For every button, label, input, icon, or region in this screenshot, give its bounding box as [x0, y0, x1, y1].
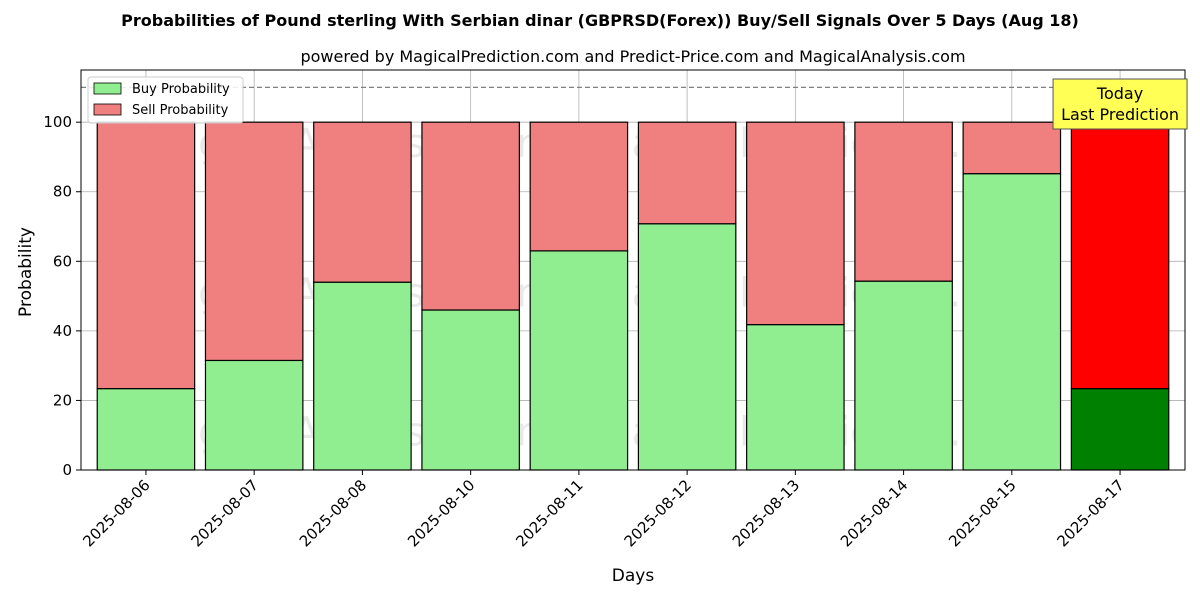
- sell-bar: [962, 121, 1062, 175]
- plot-frame: [80, 69, 1186, 471]
- legend-label: Buy Probability: [132, 82, 230, 97]
- x-tick-label: 2025-08-14: [837, 476, 911, 550]
- sell-bar: [204, 121, 304, 362]
- bar-layer: [81, 86, 1185, 471]
- sell-bar: [637, 121, 737, 225]
- y-tick-label: 80: [53, 183, 72, 201]
- sell-bar: [1070, 121, 1170, 390]
- y-tick-label: 60: [53, 252, 72, 270]
- buy-bar: [854, 280, 953, 471]
- sell-bar: [529, 121, 629, 252]
- x-tick-label: 2025-08-11: [512, 476, 586, 550]
- sell-bar: [96, 121, 196, 390]
- y-tick-label: 100: [43, 113, 72, 131]
- buy-bar: [204, 359, 304, 471]
- sell-bar: [854, 121, 953, 282]
- sell-bar: [746, 121, 845, 326]
- x-tick-label: 2025-08-13: [729, 476, 803, 550]
- legend: Buy Probability Sell Probability: [87, 76, 244, 124]
- buy-bar: [529, 250, 629, 471]
- legend-swatch: [93, 82, 122, 95]
- x-tick-label: 2025-08-12: [621, 476, 695, 550]
- annotation-box: [1052, 78, 1188, 130]
- legend-box: [87, 76, 244, 124]
- buy-bar: [313, 281, 412, 471]
- sell-bar: [313, 121, 412, 283]
- annotation-text: Last Prediction: [1061, 105, 1179, 124]
- x-tick-label: 2025-08-06: [79, 476, 153, 550]
- buy-bar: [96, 388, 196, 471]
- x-tick-label: 2025-08-08: [296, 476, 370, 550]
- chart-subtitle: powered by MagicalPrediction.com and Pre…: [300, 47, 965, 66]
- x-tick-label: 2025-08-17: [1054, 476, 1128, 550]
- y-tick-label: 20: [53, 391, 72, 409]
- buy-bar: [962, 173, 1062, 471]
- buy-bar: [637, 223, 737, 471]
- legend-label: Sell Probability: [132, 103, 229, 118]
- today-annotation: Today Last Prediction: [1052, 78, 1188, 130]
- sell-bar: [421, 121, 520, 311]
- x-tick-label: 2025-08-10: [404, 476, 478, 550]
- buy-bar: [746, 324, 845, 471]
- y-tick-label: 0: [62, 461, 72, 479]
- buy-bar: [1070, 388, 1170, 471]
- y-tick-label: 40: [53, 322, 72, 340]
- buy-bar: [421, 309, 520, 471]
- y-axis-label: Probability: [16, 227, 36, 317]
- x-tick-label: 2025-08-07: [188, 476, 262, 550]
- legend-swatch: [93, 103, 122, 116]
- annotation-text: Today: [1096, 84, 1143, 103]
- x-axis-label: Days: [612, 566, 655, 586]
- x-tick-label: 2025-08-15: [945, 476, 1019, 550]
- chart-title: Probabilities of Pound sterling With Ser…: [121, 11, 1079, 30]
